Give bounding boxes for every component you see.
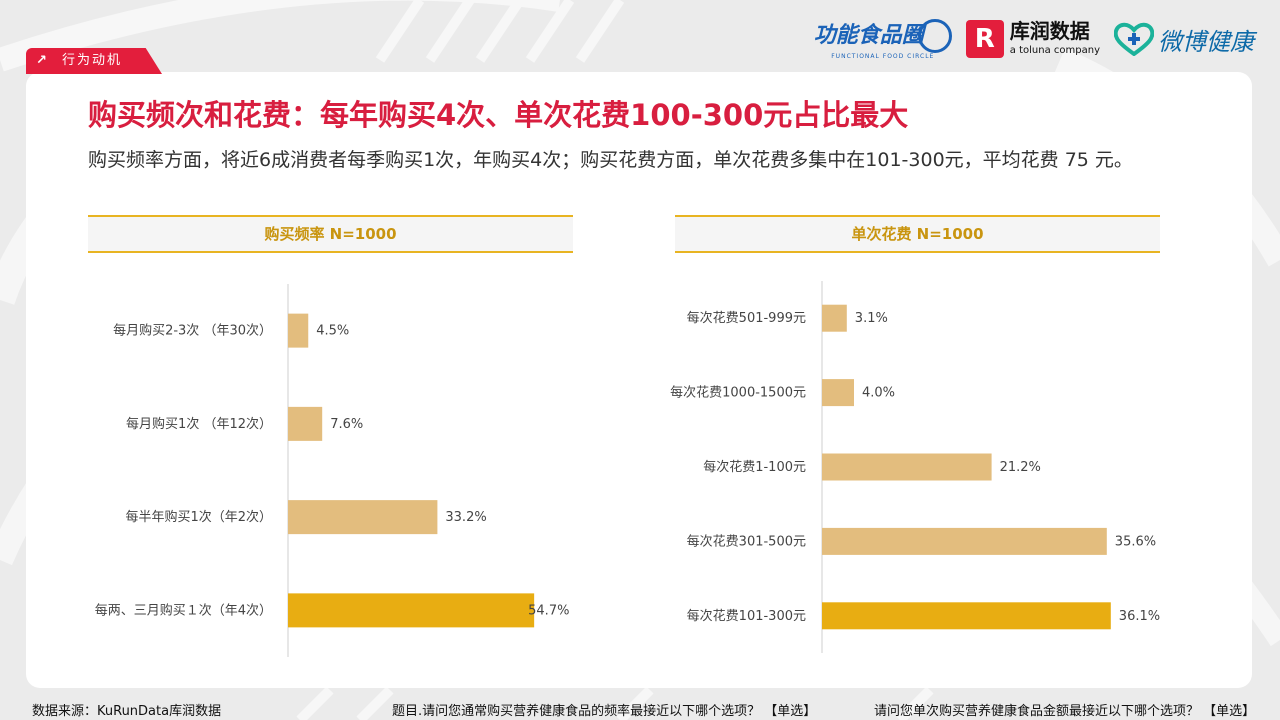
logo-bar: 功能食品圈 FUNCTIONAL FOOD CIRCLE R 库润数据 a to… bbox=[814, 12, 1254, 66]
arrow-up-right-icon: ↗ bbox=[36, 53, 47, 68]
bar bbox=[288, 500, 438, 535]
food-circle-logo-sub: FUNCTIONAL FOOD CIRCLE bbox=[831, 52, 935, 60]
category-label: 每月购买2-3次 （年30次） bbox=[113, 323, 272, 339]
category-label: 每两、三月购买１次（年4次） bbox=[95, 602, 272, 618]
category-label: 每次花费1-100元 bbox=[703, 459, 806, 475]
spend-chart-title: 单次花费 N=1000 bbox=[675, 215, 1160, 253]
bar bbox=[822, 527, 1107, 555]
food-circle-logo: 功能食品圈 FUNCTIONAL FOOD CIRCLE bbox=[813, 18, 952, 60]
bar bbox=[822, 379, 854, 407]
weibo-health-logo-name: 微博健康 bbox=[1158, 27, 1254, 56]
section-tag-label: 行为动机 bbox=[62, 53, 123, 68]
kurun-logo-name: 库润数据 bbox=[1009, 19, 1090, 43]
footer-question-frequency: 题目.请问您通常购买营养健康食品的频率最接近以下哪个选项？ 【单选】 bbox=[392, 704, 817, 719]
category-label: 每次花费1000-1500元 bbox=[670, 385, 806, 401]
bar bbox=[288, 406, 323, 441]
category-label: 每次花费101-300元 bbox=[687, 608, 806, 624]
frequency-bar-chart: 每月购买2-3次 （年30次） 4.5% 每月购买1次 （年12次） 7.6% 每半年购… bbox=[95, 284, 569, 657]
bar bbox=[822, 453, 992, 481]
bar bbox=[288, 313, 309, 348]
weibo-health-logo: 微博健康 bbox=[1114, 22, 1254, 57]
footer-question-spend: 请问您单次购买营养健康食品金额最接近以下哪个选项？ 【单选】 bbox=[874, 704, 1256, 719]
page-title: 购买频次和花费：每年购买4次、单次花费100-300元占比最大 bbox=[88, 98, 909, 132]
data-label: 33.2% bbox=[445, 510, 486, 525]
category-label: 每次花费301-500元 bbox=[687, 533, 806, 549]
bar bbox=[822, 304, 847, 332]
kurun-logo-mark: R bbox=[965, 20, 1004, 58]
heart-plus-icon bbox=[1114, 22, 1154, 56]
category-label: 每半年购买1次（年2次） bbox=[125, 509, 272, 525]
ring-icon bbox=[917, 18, 952, 53]
data-label: 4.0% bbox=[862, 386, 895, 401]
page-subtitle: 购买频率方面，将近6成消费者每季购买1次，年购买4次；购买花费方面，单次花费多集… bbox=[88, 149, 1133, 171]
bar bbox=[822, 602, 1111, 630]
data-label: 21.2% bbox=[1000, 460, 1041, 475]
kurun-logo-sub: a toluna company bbox=[1009, 45, 1100, 56]
frequency-chart-title: 购买频率 N=1000 bbox=[88, 215, 573, 253]
bar bbox=[288, 593, 535, 628]
content-card bbox=[26, 72, 1252, 688]
data-label: 35.6% bbox=[1115, 534, 1156, 549]
data-label: 36.1% bbox=[1119, 609, 1160, 624]
data-label: 3.1% bbox=[855, 311, 888, 326]
section-tag: ↗ 行为动机 bbox=[26, 48, 162, 74]
food-circle-logo-name: 功能食品圈 bbox=[813, 22, 924, 48]
category-label: 每月购买1次 （年12次） bbox=[126, 416, 272, 432]
data-label: 7.6% bbox=[330, 417, 363, 432]
footer-source: 数据来源：KuRunData库润数据 bbox=[32, 704, 222, 719]
data-label: 4.5% bbox=[316, 324, 349, 339]
category-label: 每次花费501-999元 bbox=[687, 310, 806, 326]
kurun-logo: R 库润数据 a toluna company bbox=[965, 19, 1100, 59]
data-label: 54.7% bbox=[528, 603, 569, 618]
